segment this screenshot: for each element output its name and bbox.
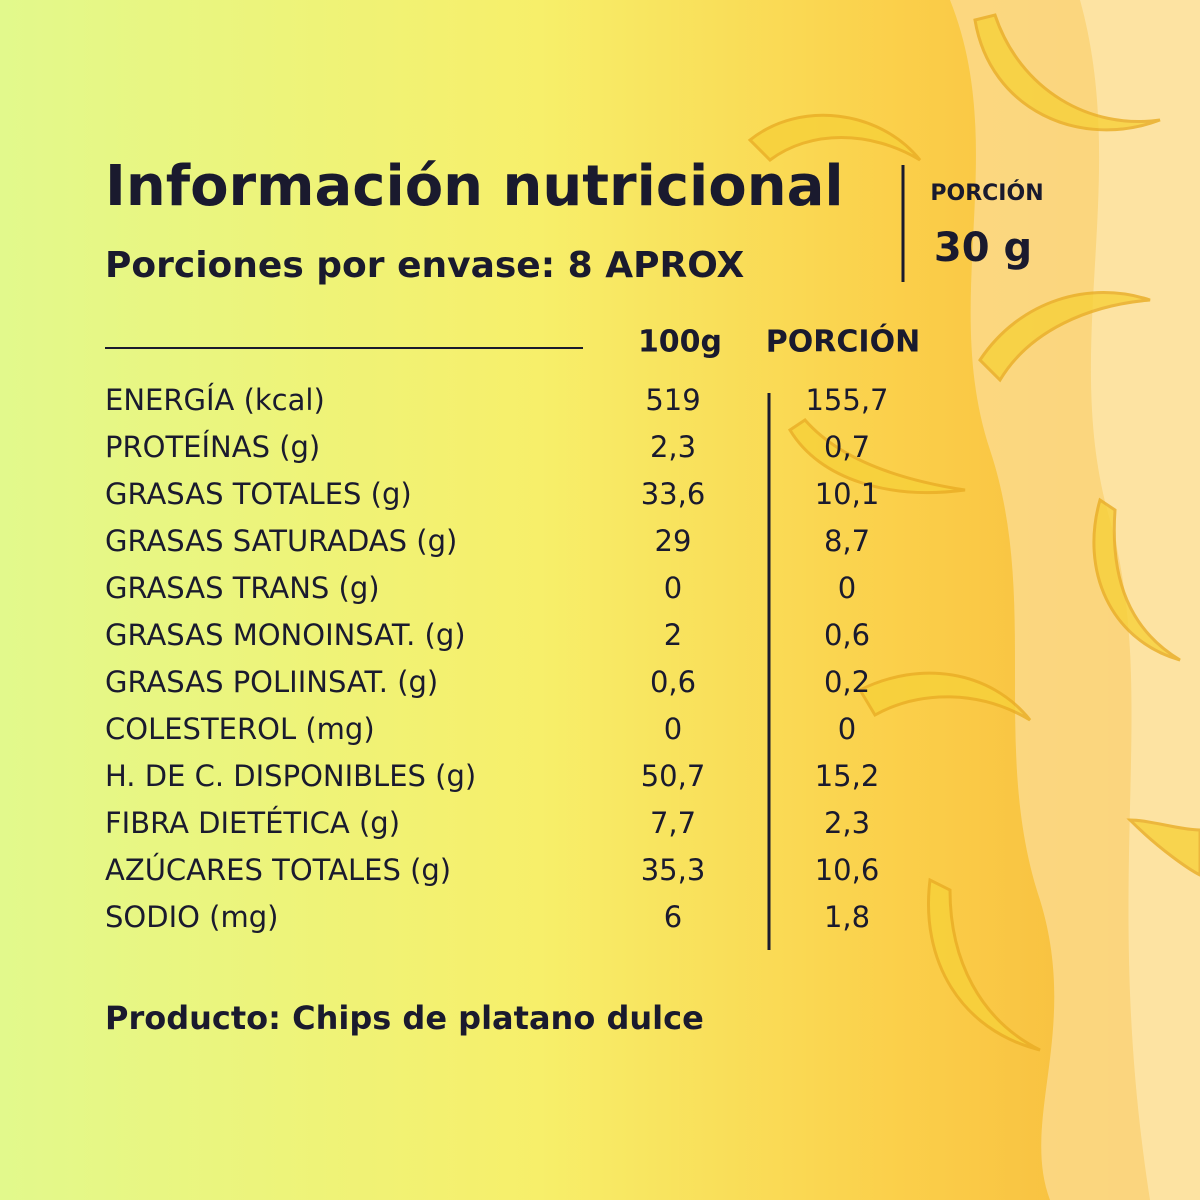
value-100g: 0,6	[650, 665, 696, 699]
footer: Producto: Chips de platano dulce	[105, 999, 704, 1037]
row-label: GRASAS SATURADAS (g)	[105, 524, 457, 558]
value-100g: 7,7	[650, 806, 696, 840]
value-portion: 2,3	[824, 806, 870, 840]
value-100g: 519	[645, 383, 700, 417]
portion-label: PORCIÓN	[930, 180, 1043, 206]
banana-decor	[747, 13, 1200, 1052]
row-label: GRASAS POLIINSAT. (g)	[105, 665, 438, 699]
row-label: GRASAS TOTALES (g)	[105, 477, 412, 511]
row-label: FIBRA DIETÉTICA (g)	[105, 806, 400, 840]
row-label: PROTEÍNAS (g)	[105, 430, 320, 464]
subtitle: Porciones por envase: 8 APROX	[105, 245, 745, 286]
row-label: GRASAS TRANS (g)	[105, 571, 380, 605]
row-label: COLESTEROL (mg)	[105, 712, 375, 746]
value-portion: 8,7	[824, 524, 870, 558]
value-100g: 33,6	[641, 477, 706, 511]
row-label: H. DE C. DISPONIBLES (g)	[105, 759, 476, 793]
row-label: GRASAS MONOINSAT. (g)	[105, 618, 466, 652]
portion-value: 30 g	[934, 225, 1032, 271]
value-portion: 0,6	[824, 618, 870, 652]
value-100g: 2,3	[650, 430, 696, 464]
row-label: ENERGÍA (kcal)	[105, 383, 325, 417]
title: Información nutricional	[105, 154, 844, 219]
value-100g: 6	[664, 900, 682, 934]
value-100g: 29	[655, 524, 692, 558]
value-portion: 10,1	[815, 477, 880, 511]
value-portion: 15,2	[815, 759, 880, 793]
value-portion: 1,8	[824, 900, 870, 934]
value-100g: 0	[664, 571, 682, 605]
column-header: PORCIÓN	[766, 323, 920, 360]
value-100g: 35,3	[641, 853, 706, 887]
value-portion: 0	[838, 571, 856, 605]
row-label: AZÚCARES TOTALES (g)	[105, 853, 451, 887]
value-100g: 50,7	[641, 759, 706, 793]
value-portion: 0,7	[824, 430, 870, 464]
value-100g: 0	[664, 712, 682, 746]
column-header: 100g	[638, 325, 722, 360]
value-100g: 2	[664, 618, 682, 652]
value-portion: 10,6	[815, 853, 880, 887]
value-portion: 0,2	[824, 665, 870, 699]
value-portion: 0	[838, 712, 856, 746]
row-label: SODIO (mg)	[105, 900, 278, 934]
value-portion: 155,7	[805, 383, 888, 417]
